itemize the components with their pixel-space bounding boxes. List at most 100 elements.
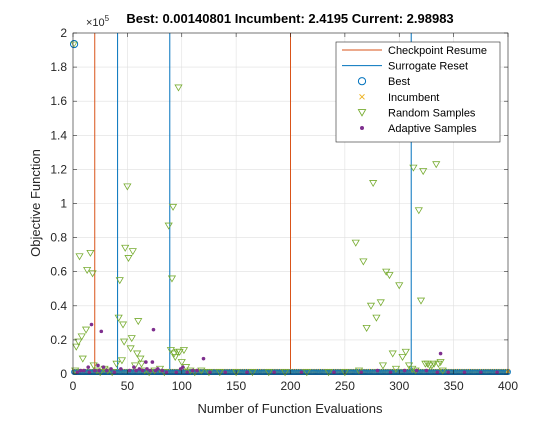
legend-item-random-samples: Random Samples [357, 107, 476, 119]
adaptive-sample-point [97, 368, 101, 373]
random-sample-point [179, 347, 189, 355]
y-exponent-base: ×10 [86, 17, 105, 29]
chart-title: Best: 0.00140801 Incumbent: 2.4195 Curre… [126, 11, 453, 26]
x-axis-ticks: 0 50 100 150 200 250 300 350 400 [70, 33, 518, 393]
random-sample-point [340, 369, 349, 377]
adaptive-sample-point [78, 368, 83, 373]
random-sample-point [362, 324, 371, 332]
x-tick-label: 150 [226, 379, 246, 393]
random-sample-point [177, 359, 186, 367]
random-sample-point [166, 347, 175, 355]
adaptive-sample-point [435, 370, 440, 375]
legend-label: Best [388, 76, 410, 88]
random-sample-point [134, 318, 143, 326]
random-sample-point [432, 161, 441, 169]
adaptive-sample-point [208, 370, 212, 375]
adaptive-samples-series [75, 322, 499, 375]
random-sample-point [404, 362, 414, 370]
adaptive-sample-point [245, 370, 249, 375]
adaptive-sample-point [137, 367, 142, 371]
random-sample-point [81, 326, 91, 334]
y-tick-label: 0.6 [50, 265, 67, 279]
random-sample-point [382, 268, 391, 276]
random-sample-point [168, 203, 178, 211]
random-sample-point [391, 365, 401, 373]
y-tick-label: 1 [60, 197, 67, 211]
adaptive-sample-point [272, 370, 276, 375]
random-sample-point [83, 266, 92, 274]
legend-x-swatch [359, 93, 365, 100]
random-sample-point [171, 353, 180, 361]
y-tick-label: 1.4 [50, 128, 67, 142]
x-tick-label: 350 [444, 379, 464, 393]
adaptive-sample-point [87, 370, 92, 375]
random-sample-point [77, 333, 86, 341]
random-sample-point [414, 207, 423, 215]
adaptive-sample-point [446, 370, 450, 375]
random-sample-point [280, 369, 290, 377]
x-tick-label: 100 [172, 379, 192, 393]
random-sample-point [197, 367, 206, 375]
random-sample-point [120, 338, 129, 346]
random-sample-point [89, 362, 98, 370]
random-sample-point [395, 282, 404, 290]
random-sample-point [117, 357, 127, 365]
y-tick-label: 1.6 [50, 94, 67, 108]
legend-item-best: Best [357, 76, 410, 88]
adaptive-sample-point [359, 370, 363, 375]
adaptive-sample-point [101, 365, 106, 369]
adaptive-sample-point [145, 367, 149, 371]
y-tick-label: 1.2 [50, 162, 67, 176]
random-sample-point [127, 335, 136, 343]
random-sample-point [372, 314, 381, 322]
x-tick-label: 400 [498, 379, 518, 393]
adaptive-sample-point [479, 370, 483, 375]
best-series [69, 39, 79, 49]
adaptive-sample-point [164, 370, 169, 375]
adaptive-sample-point [462, 370, 467, 375]
random-sample-point [369, 180, 378, 188]
adaptive-sample-point [119, 367, 123, 371]
y-axis-exponent: ×105 [86, 14, 110, 29]
random-sample-point [419, 168, 428, 176]
random-sample-point [88, 270, 97, 278]
random-sample-point [128, 248, 137, 256]
adaptive-sample-point [112, 370, 117, 375]
random-sample-point [75, 253, 84, 261]
adaptive-sample-point [151, 327, 156, 332]
adaptive-sample-point [332, 370, 336, 375]
adaptive-sample-point [75, 370, 80, 375]
adaptive-sample-point [495, 370, 499, 375]
adaptive-sample-point [150, 360, 155, 364]
adaptive-sample-point [160, 368, 164, 373]
random-sample-point [126, 345, 135, 353]
legend: Checkpoint Resume Surrogate Reset Best Incu… [335, 41, 501, 143]
adaptive-sample-point [104, 368, 109, 373]
random-sample-point [385, 272, 394, 280]
best-point-sample [70, 41, 78, 48]
x-tick-label: 250 [335, 379, 355, 393]
x-tick-label: 0 [70, 379, 77, 393]
random-sample-point [124, 255, 133, 263]
legend-item-adaptive-samples: Adaptive Samples [360, 123, 477, 135]
y-tick-label: 0.4 [50, 299, 67, 313]
random-sample-point [302, 369, 311, 377]
legend-label: Checkpoint Resume [388, 45, 487, 57]
adaptive-sample-point [185, 370, 189, 375]
adaptive-sample-point [144, 360, 148, 364]
random-sample-point [376, 299, 385, 307]
random-sample-point [136, 355, 145, 363]
legend-label: Adaptive Samples [388, 123, 477, 135]
random-sample-point [78, 355, 87, 363]
legend-box [335, 41, 501, 143]
adaptive-sample-point [402, 368, 407, 373]
y-tick-label: 2 [60, 26, 67, 40]
adaptive-sample-point [174, 370, 179, 375]
random-sample-point [378, 362, 388, 370]
adaptive-sample-point [99, 329, 104, 334]
x-axis-label: Number of Function Evaluations [198, 401, 383, 416]
adaptive-sample-point [424, 368, 429, 373]
adaptive-sample-point [414, 368, 419, 373]
random-sample-point [86, 249, 95, 257]
